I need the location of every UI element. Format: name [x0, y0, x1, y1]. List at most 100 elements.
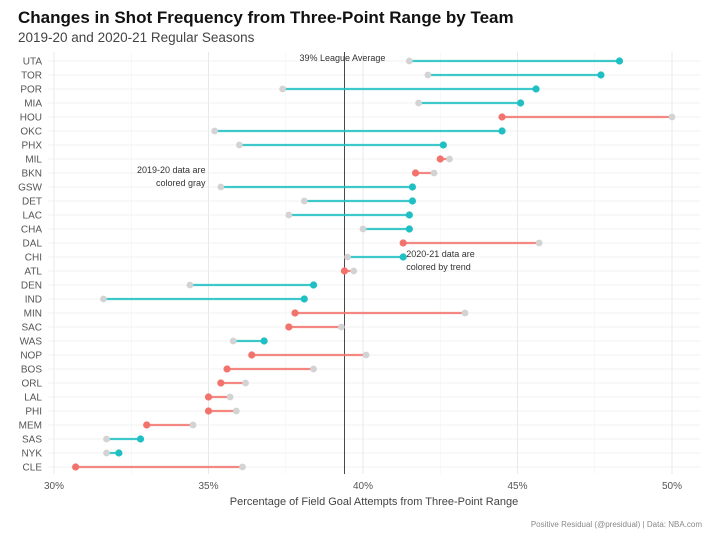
x-tick-label: 35% — [198, 481, 218, 492]
point-2020-21 — [615, 57, 624, 65]
y-tick-label: NOP — [20, 351, 42, 362]
segment-layer — [75, 59, 672, 469]
y-tick-label: MEM — [19, 421, 42, 432]
chart-annotation: 2019-20 data are — [137, 165, 206, 175]
point-2019-20 — [430, 169, 438, 177]
point-2020-21 — [340, 267, 349, 275]
point-2019-20 — [362, 351, 370, 359]
chart-annotation: 2020-21 data are — [406, 249, 475, 259]
point-2019-20 — [229, 337, 237, 345]
x-tick-label: 50% — [662, 481, 682, 492]
point-2020-21 — [300, 295, 308, 303]
point-2020-21 — [285, 323, 293, 331]
x-tick-label: 30% — [44, 481, 64, 492]
point-2019-20 — [239, 463, 246, 471]
y-tick-label: ORL — [21, 379, 42, 390]
point-2019-20 — [279, 85, 287, 93]
y-tick-label: MIA — [24, 99, 42, 110]
y-tick-label: UTA — [23, 57, 43, 68]
y-tick-label: LAL — [24, 393, 42, 404]
point-2019-20 — [186, 281, 194, 289]
point-2019-20 — [226, 393, 234, 401]
x-tick-label: 40% — [353, 481, 373, 492]
point-2020-21 — [532, 85, 540, 93]
y-tick-label: SAS — [22, 435, 42, 446]
point-2019-20 — [211, 127, 219, 135]
point-2020-21 — [143, 421, 151, 429]
y-tick-label: CHA — [21, 225, 42, 236]
x-tick-label: 45% — [507, 481, 527, 492]
point-2020-21 — [291, 309, 299, 317]
chart-annotation: colored gray — [156, 178, 206, 188]
point-2019-20 — [310, 365, 317, 373]
y-tick-label: DET — [22, 197, 42, 208]
point-2019-20 — [232, 407, 240, 415]
point-2020-21 — [399, 253, 407, 261]
point-2019-20 — [415, 99, 423, 107]
point-2019-20 — [344, 253, 351, 261]
point-2019-20 — [337, 323, 345, 331]
y-tick-label: HOU — [20, 113, 42, 124]
point-2020-21 — [408, 183, 417, 191]
y-tick-label: SAC — [21, 323, 42, 334]
label-layer: 30% 35% 40% 45% 50% 39% League Average UTA TOR P… — [18, 53, 682, 492]
point-2019-20 — [359, 225, 367, 233]
y-tick-label: DAL — [23, 239, 43, 250]
point-2020-21 — [399, 239, 407, 247]
chart-title: Changes in Shot Frequency from Three-Poi… — [18, 8, 514, 27]
chart-subtitle: 2019-20 and 2020-21 Regular Seasons — [18, 30, 255, 45]
y-tick-label: TOR — [21, 71, 42, 82]
point-2020-21 — [498, 127, 506, 135]
y-tick-label: MIL — [25, 155, 42, 166]
point-2020-21 — [405, 225, 413, 233]
point-2019-20 — [405, 57, 413, 65]
y-tick-label: BOS — [21, 365, 42, 376]
y-tick-label: WAS — [20, 337, 43, 348]
point-2019-20 — [103, 435, 110, 443]
y-tick-label: POR — [20, 85, 42, 96]
y-tick-label: CHI — [25, 253, 42, 264]
chart-annotation: colored by trend — [406, 262, 471, 272]
caption: Positive Residual (@presidual) | Data: N… — [531, 520, 702, 529]
y-tick-label: BKN — [21, 169, 42, 180]
point-2020-21 — [405, 211, 413, 219]
point-2020-21 — [204, 407, 213, 415]
league-average-label: 39% League Average — [299, 53, 385, 63]
point-2020-21 — [115, 449, 123, 457]
point-2020-21 — [411, 169, 420, 177]
y-tick-label: IND — [25, 295, 42, 306]
point-2019-20 — [535, 239, 543, 247]
y-tick-label: CLE — [23, 463, 43, 474]
y-tick-label: MIN — [24, 309, 42, 320]
point-2019-20 — [189, 421, 197, 429]
point-2019-20 — [236, 141, 243, 149]
point-2020-21 — [309, 281, 318, 289]
y-tick-label: OKC — [20, 127, 42, 138]
point-layer — [72, 57, 676, 471]
point-2020-21 — [408, 197, 417, 205]
point-2019-20 — [668, 113, 676, 121]
point-2019-20 — [217, 183, 225, 191]
point-2019-20 — [100, 295, 107, 303]
point-2019-20 — [103, 449, 110, 457]
x-axis-title: Percentage of Field Goal Attempts from T… — [230, 496, 518, 508]
point-2020-21 — [217, 379, 225, 387]
y-tick-label: PHI — [25, 407, 42, 418]
point-2020-21 — [223, 365, 231, 373]
point-2020-21 — [204, 393, 213, 401]
point-2020-21 — [436, 155, 444, 163]
y-tick-label: NYK — [21, 449, 42, 460]
grid-layer — [48, 52, 700, 474]
y-tick-label: PHX — [21, 141, 42, 152]
point-2020-21 — [72, 463, 80, 471]
point-2020-21 — [498, 113, 506, 121]
point-2019-20 — [300, 197, 308, 205]
point-2019-20 — [285, 211, 293, 219]
point-2020-21 — [136, 435, 145, 443]
y-tick-label: ATL — [24, 267, 42, 278]
point-2020-21 — [260, 337, 268, 345]
point-2020-21 — [597, 71, 605, 79]
point-2019-20 — [242, 379, 249, 387]
point-2019-20 — [424, 71, 432, 79]
